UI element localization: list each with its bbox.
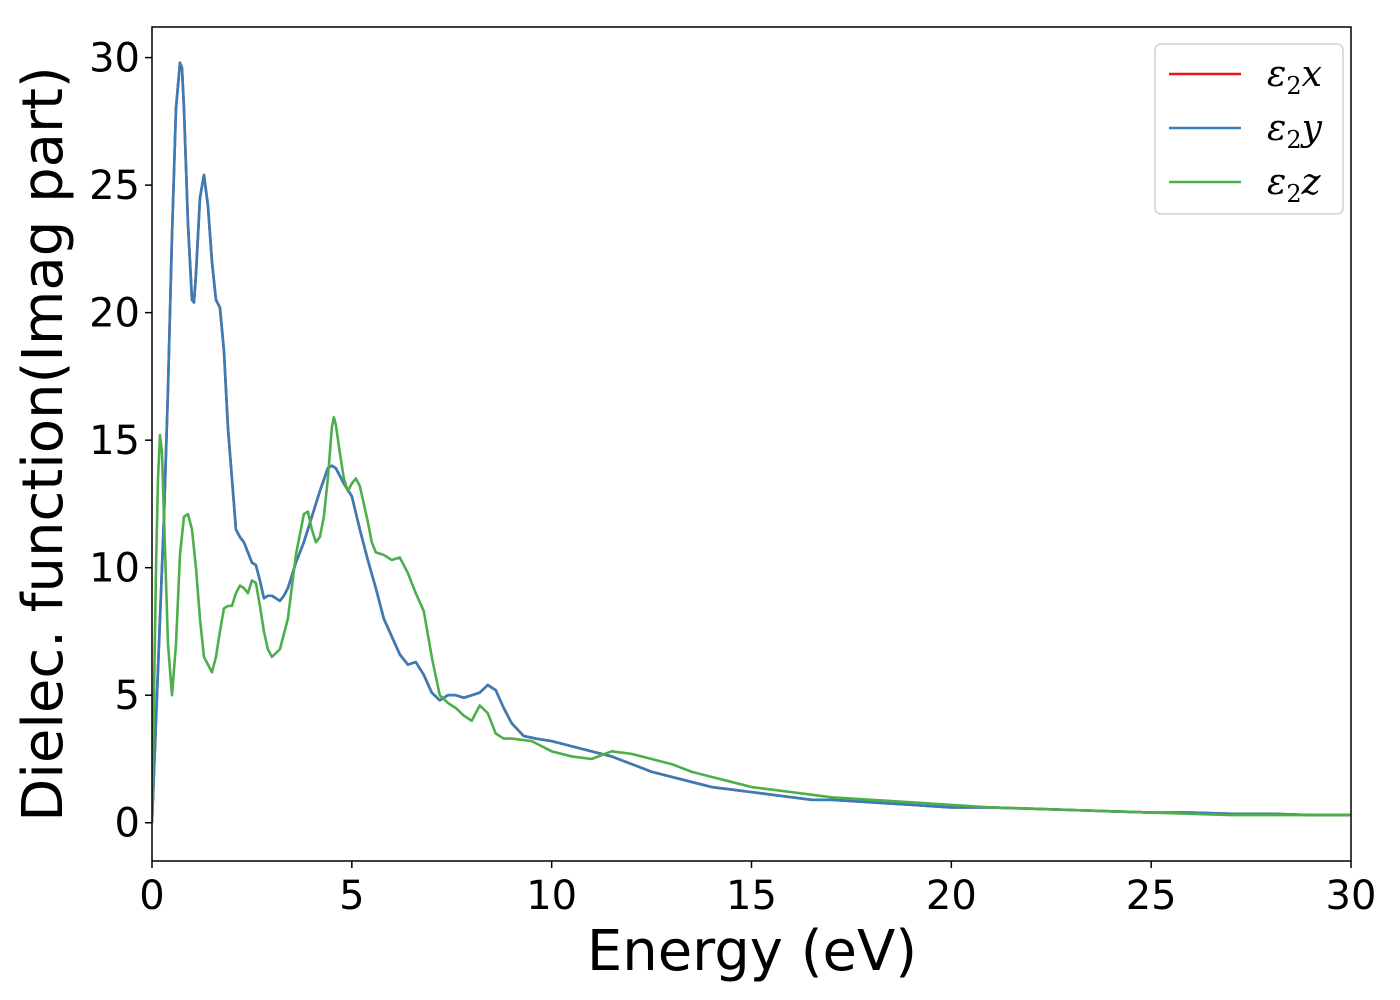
legend-entry: ε2y	[1267, 108, 1323, 154]
legend-box	[1154, 43, 1344, 215]
y-tick-label: 25	[89, 163, 140, 209]
x-tick-label: 25	[1126, 873, 1177, 919]
x-tick-label: 20	[926, 873, 977, 919]
legend: ε2x ε2y ε2z	[1154, 43, 1344, 215]
series-line-2	[152, 61, 1351, 823]
y-tick-label: 10	[89, 546, 140, 592]
x-tick-label: 30	[1326, 873, 1377, 919]
y-tick-label: 0	[115, 801, 140, 847]
y-tick-label: 15	[89, 418, 140, 464]
legend-entry: ε2z	[1267, 162, 1322, 208]
y-axis-title: Dielec. function(Imag part)	[11, 66, 76, 822]
y-tick-label: 20	[89, 291, 140, 337]
y-axis-ticks: 0 5 10 15 20 25 30	[89, 36, 152, 847]
legend-entry: ε2x	[1267, 54, 1322, 100]
x-axis-ticks: 0 5 10 15 20 25 30	[139, 861, 1376, 919]
x-tick-label: 10	[526, 873, 577, 919]
y-tick-label: 5	[115, 673, 140, 719]
plot-lines	[152, 61, 1351, 823]
series-line-3	[152, 415, 1351, 823]
x-axis-title: Energy (eV)	[587, 919, 917, 984]
y-tick-label: 30	[89, 36, 140, 82]
x-tick-label: 5	[339, 873, 364, 919]
x-tick-label: 15	[726, 873, 777, 919]
x-tick-label: 0	[139, 873, 164, 919]
